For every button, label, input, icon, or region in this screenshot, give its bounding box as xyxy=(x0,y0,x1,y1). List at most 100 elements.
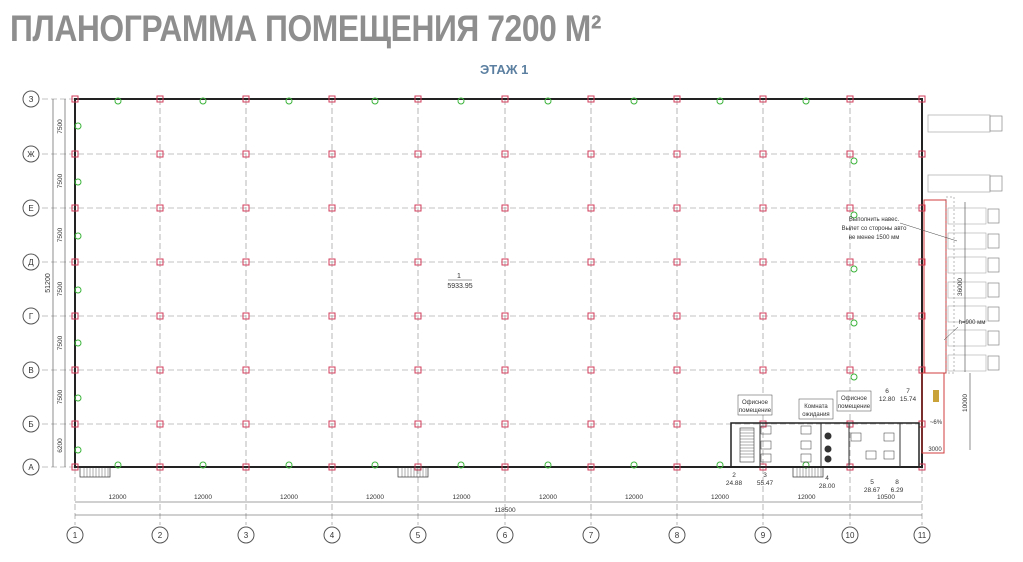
axis-bubble xyxy=(841,526,859,544)
column xyxy=(71,150,79,158)
column xyxy=(156,420,164,428)
canopy-outline xyxy=(923,199,947,374)
office-block xyxy=(730,422,920,468)
ramp-width: 3000 xyxy=(928,447,942,453)
column xyxy=(414,204,422,212)
column xyxy=(918,204,926,212)
column xyxy=(71,420,79,428)
leader-line xyxy=(943,326,959,341)
total-height: 51200 xyxy=(45,273,52,293)
desk-icon xyxy=(883,432,895,442)
forklift-icon xyxy=(933,390,939,402)
office-label: Офисное xyxy=(742,400,769,406)
column xyxy=(587,258,595,266)
light-icon xyxy=(114,97,122,105)
light-icon xyxy=(850,265,858,273)
column xyxy=(71,258,79,266)
room-area: 28.00 xyxy=(819,483,836,490)
axis-label-3: Д xyxy=(28,258,34,267)
light-icon xyxy=(850,211,858,219)
axis-number-10: 11 xyxy=(918,531,927,540)
light-icon xyxy=(114,461,122,469)
truck-cab xyxy=(987,282,1000,298)
column xyxy=(414,150,422,158)
axis-bubble xyxy=(22,415,40,433)
column xyxy=(501,366,509,374)
canopy-length: 36000 xyxy=(957,278,964,296)
light-icon xyxy=(371,461,379,469)
column xyxy=(242,312,250,320)
column xyxy=(71,312,79,320)
room-area: 6.29 xyxy=(891,487,904,494)
column xyxy=(501,150,509,158)
desk-icon xyxy=(760,453,772,463)
light-icon xyxy=(199,97,207,105)
column xyxy=(587,150,595,158)
col-dimension: 12000 xyxy=(797,494,815,501)
room-area: 28.67 xyxy=(864,487,881,494)
axis-label-5: В xyxy=(28,366,33,375)
column xyxy=(846,420,854,428)
column xyxy=(673,312,681,320)
light-icon xyxy=(457,97,465,105)
total-width: 118500 xyxy=(494,507,516,514)
row-dimension: 7500 xyxy=(57,389,64,404)
axis-bubble xyxy=(668,526,686,544)
axis-number-0: 1 xyxy=(73,531,78,540)
truck-cab xyxy=(987,306,1000,322)
column xyxy=(328,204,336,212)
truck-icon xyxy=(927,114,991,133)
column xyxy=(673,95,681,103)
column xyxy=(918,258,926,266)
axis-label-6: Б xyxy=(28,420,33,429)
col-dimension: 12000 xyxy=(108,494,126,501)
axis-label-7: А xyxy=(28,463,34,472)
office-label-2: помещение xyxy=(838,404,871,410)
room-number: 5 xyxy=(870,479,874,486)
desk-icon xyxy=(760,425,772,435)
office-label-2-box xyxy=(836,390,872,412)
row-dimension: 7500 xyxy=(57,119,64,134)
floor-label: ЭТАЖ 1 xyxy=(480,62,529,77)
truck-cab xyxy=(987,257,1000,273)
ramp-slope: ~6% xyxy=(930,420,943,426)
axis-number-6: 7 xyxy=(589,531,594,540)
column xyxy=(759,204,767,212)
room-number: 7 xyxy=(906,388,910,395)
axis-bubble xyxy=(409,526,427,544)
column xyxy=(846,366,854,374)
col-dimension: 12000 xyxy=(452,494,470,501)
truck-cab xyxy=(987,208,1000,224)
light-icon xyxy=(74,178,82,186)
light-icon xyxy=(74,286,82,294)
truck-icon xyxy=(947,232,987,250)
office-label-box xyxy=(737,394,773,416)
axis-label-2: Е xyxy=(28,204,33,213)
chair-icon xyxy=(824,432,832,440)
axis-bubble xyxy=(22,90,40,108)
room-number: 8 xyxy=(895,479,899,486)
light-icon xyxy=(74,394,82,402)
row-dimension: 7500 xyxy=(57,281,64,296)
axis-bubble xyxy=(913,526,931,544)
desk-icon xyxy=(850,432,862,442)
light-icon xyxy=(74,122,82,130)
column xyxy=(673,258,681,266)
column xyxy=(156,463,164,471)
column xyxy=(414,258,422,266)
desk-icon xyxy=(800,425,812,435)
light-icon xyxy=(74,446,82,454)
column xyxy=(587,463,595,471)
column xyxy=(242,420,250,428)
column xyxy=(242,258,250,266)
column xyxy=(673,150,681,158)
column xyxy=(156,95,164,103)
axis-bubble xyxy=(22,361,40,379)
room-area: 55.47 xyxy=(757,480,774,487)
axis-number-3: 4 xyxy=(330,531,335,540)
column xyxy=(71,366,79,374)
stair-icon xyxy=(397,466,429,478)
column xyxy=(846,258,854,266)
column xyxy=(501,463,509,471)
